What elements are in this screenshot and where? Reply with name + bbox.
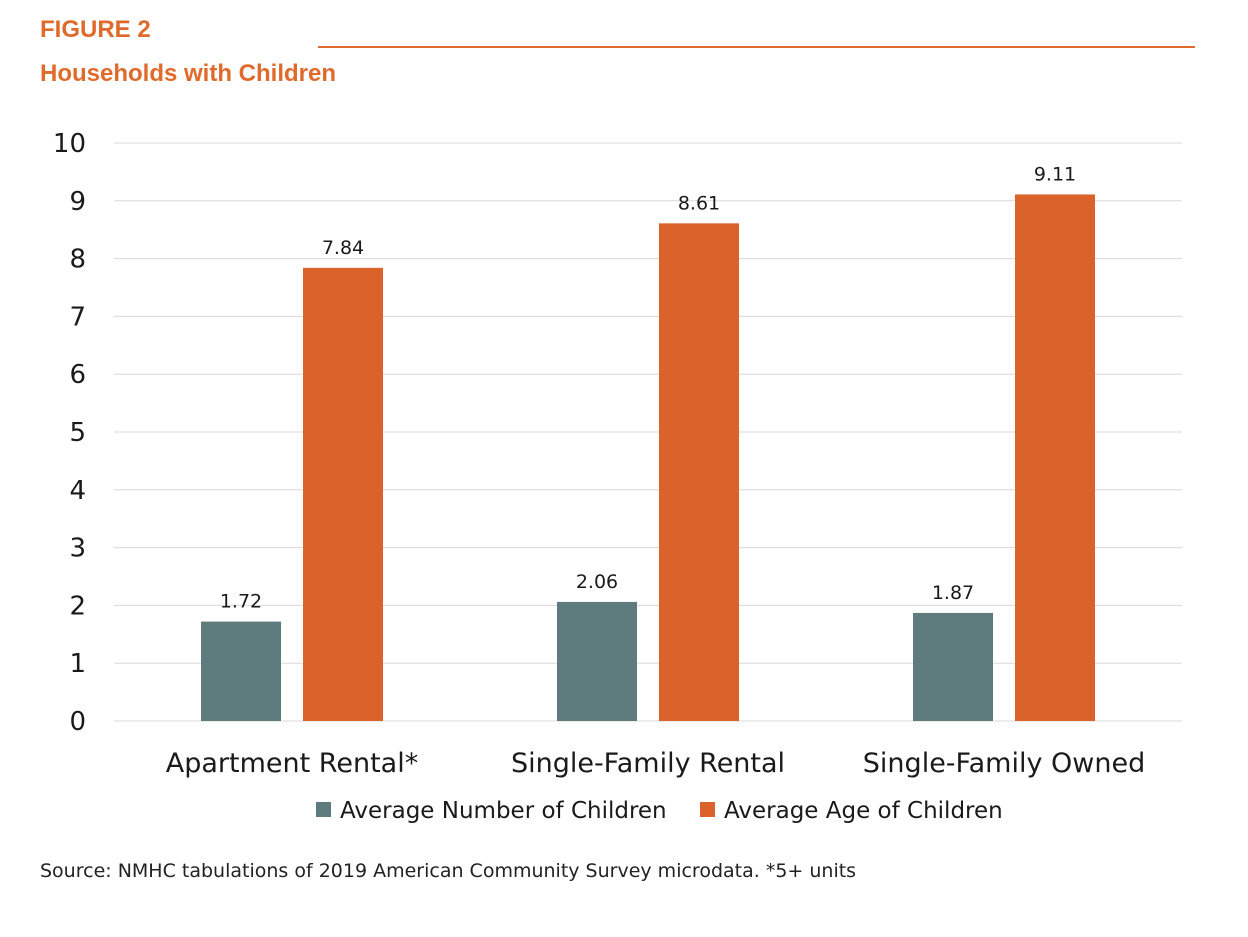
y-tick-label: 1 bbox=[69, 649, 86, 679]
y-tick-label: 0 bbox=[69, 707, 86, 737]
x-category-label: Apartment Rental* bbox=[166, 748, 418, 779]
bar-average-number bbox=[913, 612, 993, 721]
y-tick-label: 9 bbox=[69, 187, 86, 217]
legend-swatch bbox=[316, 802, 331, 817]
y-tick-label: 7 bbox=[69, 302, 86, 332]
y-tick-label: 3 bbox=[69, 534, 86, 564]
legend-label: Average Number of Children bbox=[340, 798, 667, 824]
source-note: Source: NMHC tabulations of 2019 America… bbox=[40, 860, 857, 882]
chart-title: Households with Children bbox=[40, 60, 337, 87]
y-tick-label: 5 bbox=[69, 418, 86, 448]
bar-average-age bbox=[659, 223, 739, 722]
data-label: 1.87 bbox=[932, 582, 974, 604]
x-category-label: Single-Family Owned bbox=[863, 748, 1145, 779]
bar-average-number bbox=[201, 621, 281, 721]
legend-swatch bbox=[700, 802, 715, 817]
y-tick-label: 10 bbox=[53, 129, 86, 159]
data-label: 2.06 bbox=[576, 571, 618, 593]
figure-label: FIGURE 2 bbox=[40, 16, 151, 43]
data-label: 7.84 bbox=[322, 237, 364, 259]
bar-average-age bbox=[303, 267, 383, 721]
y-tick-label: 4 bbox=[69, 476, 86, 506]
x-category-label: Single-Family Rental bbox=[511, 748, 785, 779]
y-tick-label: 6 bbox=[69, 360, 86, 390]
legend-label: Average Age of Children bbox=[724, 798, 1003, 824]
y-tick-label: 2 bbox=[69, 591, 86, 621]
bar-average-age bbox=[1015, 194, 1095, 721]
header-rule bbox=[318, 46, 1195, 48]
data-label: 8.61 bbox=[678, 192, 720, 214]
data-label: 9.11 bbox=[1034, 163, 1076, 185]
y-tick-label: 8 bbox=[69, 245, 86, 275]
bar-average-number bbox=[557, 601, 637, 721]
data-label: 1.72 bbox=[220, 591, 262, 613]
